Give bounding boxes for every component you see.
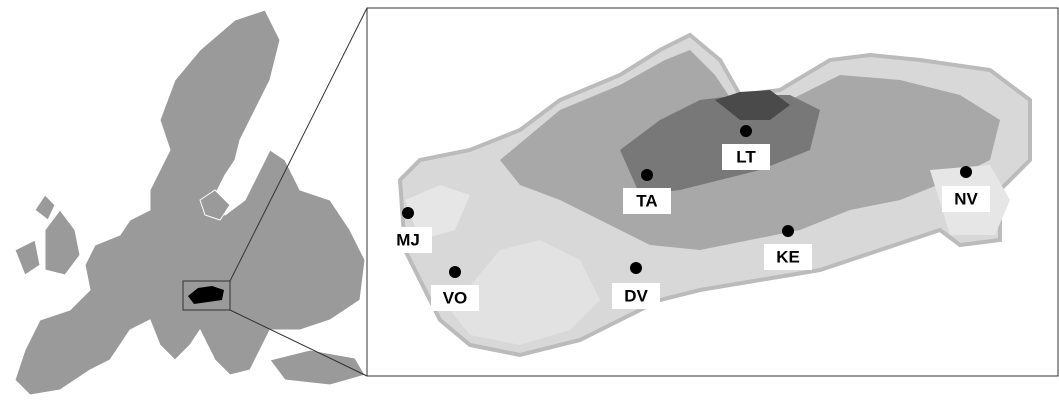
site-label: NV [954, 189, 978, 208]
site-dot [641, 169, 653, 181]
site-dot [960, 166, 972, 178]
site-label: DV [624, 286, 648, 305]
map: MJ VO DV TA LT KE NV [0, 0, 1059, 403]
europe-map [15, 10, 365, 395]
site-label: VO [443, 288, 468, 307]
site-label: MJ [396, 230, 420, 249]
site-dot [630, 262, 642, 274]
site-label: TA [636, 191, 657, 210]
site-label: KE [776, 247, 800, 266]
site-dot [782, 225, 794, 237]
site-label: LT [736, 147, 756, 166]
site-dot [449, 266, 461, 278]
site-dot [402, 207, 414, 219]
site-dot [740, 125, 752, 137]
